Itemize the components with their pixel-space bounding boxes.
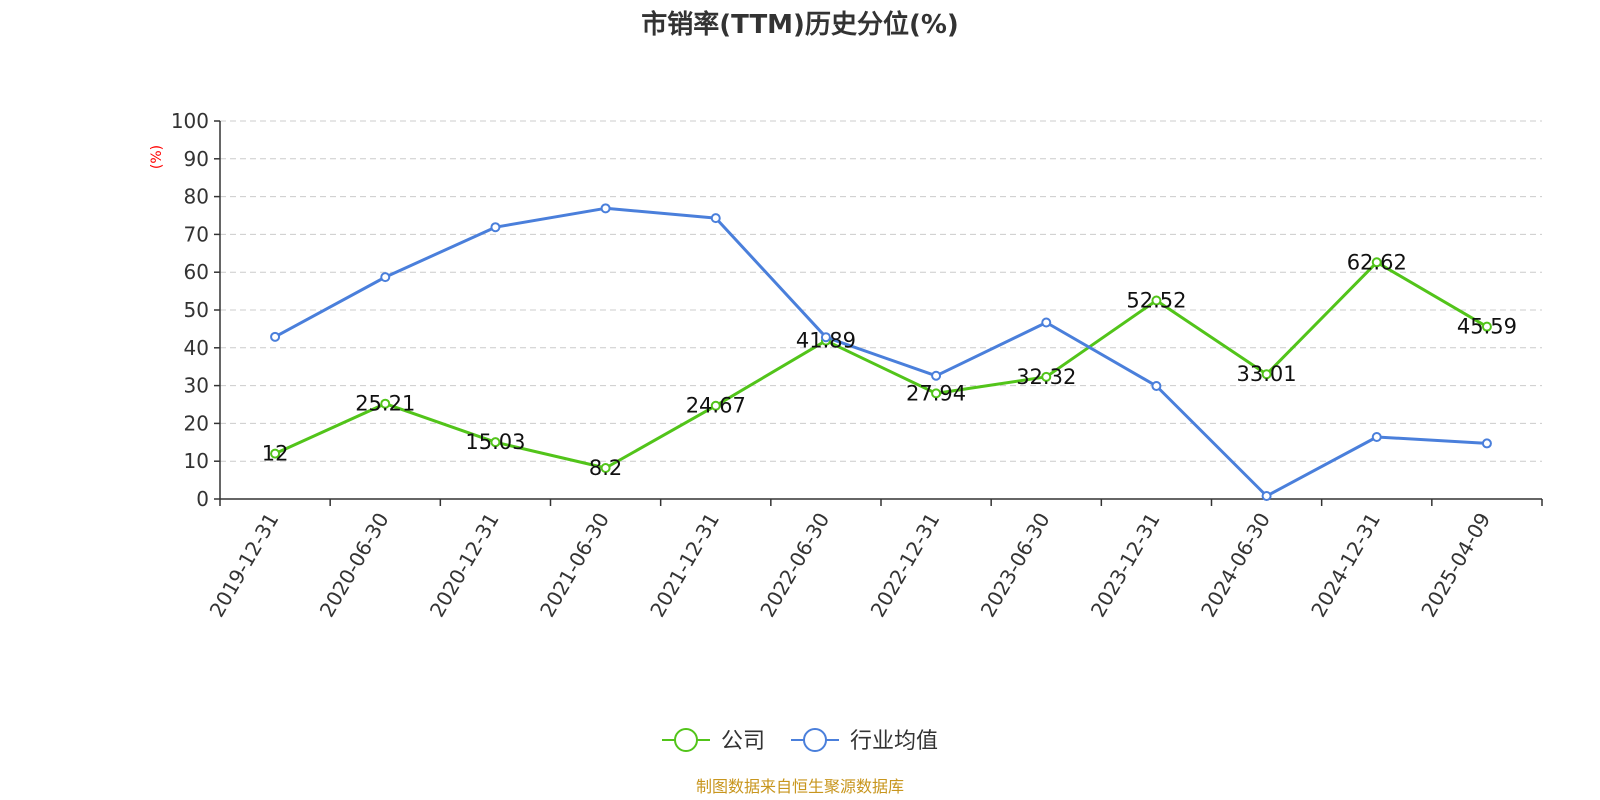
- legend-item-0[interactable]: 公司: [662, 728, 765, 754]
- data-point: [1151, 295, 1162, 306]
- source-note: 制图数据来自恒生聚源数据库: [696, 777, 904, 796]
- data-label: 8.2: [589, 456, 622, 480]
- series-line-1: [274, 206, 1487, 498]
- data-point: [1151, 380, 1162, 391]
- y-tick-label: 80: [184, 185, 209, 209]
- x-tick-label: 2021-12-31: [645, 509, 724, 622]
- data-point: [1371, 432, 1382, 443]
- axes: 0 10 20 30 40 50 60 70 80 90 100 2019-12-31 2020-06-…: [171, 109, 1543, 622]
- data-point: [490, 437, 501, 448]
- y-tick-label: 0: [196, 487, 209, 511]
- data-point: [1371, 257, 1382, 268]
- x-tick-label: 2024-12-31: [1306, 509, 1385, 622]
- data-label: 41.89: [796, 329, 856, 353]
- data-point: [820, 332, 831, 343]
- x-tick-label: 2020-12-31: [425, 509, 504, 622]
- data-point: [600, 463, 611, 474]
- y-tick-label: 10: [184, 449, 209, 473]
- data-point: [1041, 317, 1052, 328]
- data-point: [490, 222, 501, 233]
- data-label: 15.03: [465, 430, 525, 454]
- y-tick-label: 50: [184, 298, 209, 322]
- data-label: 32.32: [1016, 365, 1076, 389]
- y-tick-label: 60: [184, 260, 209, 284]
- legend-label: 公司: [721, 729, 765, 754]
- data-label: 12: [262, 442, 289, 466]
- data-point: [1481, 438, 1492, 449]
- data-point: [270, 448, 281, 459]
- x-tick-label: 2022-06-30: [755, 509, 834, 622]
- y-tick-label: 40: [184, 336, 209, 360]
- data-point: [1481, 321, 1492, 332]
- grid: [220, 120, 1542, 462]
- data-labels: 12 25.21 15.03 8.2 24.67 41.89 27.94 32.32 52.52…: [262, 250, 1517, 480]
- data-point: [1261, 490, 1272, 501]
- legend-item-1[interactable]: 行业均值: [791, 728, 938, 754]
- series-line-0: [274, 260, 1488, 470]
- data-point: [931, 370, 942, 381]
- data-point: [600, 203, 611, 214]
- x-tick-label: 2022-12-31: [866, 509, 945, 622]
- data-label: 27.94: [906, 381, 966, 405]
- data-label: 62.62: [1347, 250, 1407, 274]
- data-point: [710, 400, 721, 411]
- x-tick-label: 2021-06-30: [535, 509, 614, 622]
- data-point: [380, 272, 391, 283]
- data-label: 33.01: [1237, 362, 1297, 386]
- data-label: 52.52: [1126, 288, 1186, 312]
- data-label: 45.59: [1457, 315, 1517, 339]
- y-tick-label: 70: [184, 222, 209, 246]
- x-tick-label: 2023-12-31: [1086, 509, 1165, 622]
- data-label: 24.67: [686, 394, 746, 418]
- x-tick-label: 2023-06-30: [976, 509, 1055, 622]
- data-point: [270, 331, 281, 342]
- data-point: [710, 213, 721, 224]
- y-tick-label: 30: [184, 374, 209, 398]
- legend-label: 行业均值: [850, 729, 938, 754]
- data-point: [1261, 369, 1272, 380]
- legend-marker: [674, 728, 698, 752]
- y-tick-label: 20: [184, 411, 209, 435]
- y-tick-label: 90: [184, 147, 209, 171]
- legend-marker: [803, 728, 827, 752]
- y-axis-label: (%): [149, 145, 165, 169]
- data-point: [1041, 371, 1052, 382]
- x-tick-label: 2024-06-30: [1196, 509, 1275, 622]
- x-tick-label: 2020-06-30: [315, 509, 394, 622]
- x-tick-label: 2025-04-09: [1416, 509, 1495, 622]
- legend: 公司 行业均值: [662, 728, 938, 754]
- y-tick-label: 100: [171, 109, 209, 133]
- data-label: 25.21: [355, 392, 415, 416]
- chart-title: 市销率(TTM)历史分位(%): [641, 9, 959, 40]
- x-tick-label: 2019-12-31: [205, 509, 284, 622]
- series-layer: [270, 203, 1492, 501]
- data-point: [931, 388, 942, 399]
- data-point: [380, 398, 391, 409]
